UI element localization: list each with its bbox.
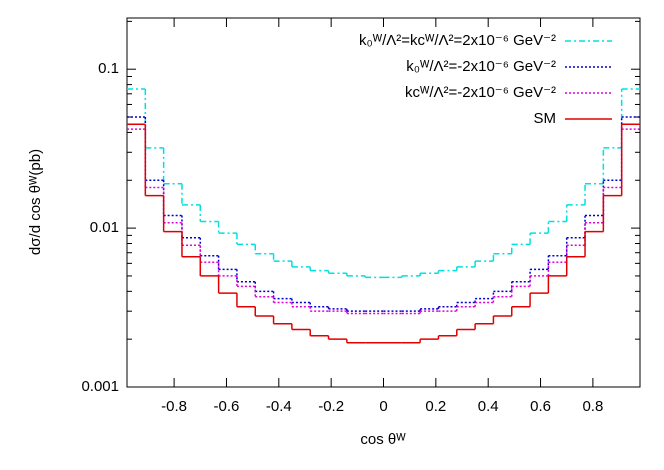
x-tick-label: -0.8 [161,398,187,415]
plot-frame [126,17,641,388]
legend-label: k₀ᵂ/Λ²=-2x10⁻⁶ GeV⁻² [406,58,556,75]
legend-label: kcᵂ/Λ²=-2x10⁻⁶ GeV⁻² [405,84,556,101]
x-tick-label: -0.4 [266,398,292,415]
x-tick-label: 0.2 [425,398,446,415]
legend-label: SM [534,110,557,127]
y-tick-label: 0.01 [90,219,119,236]
x-tick-label: 0.8 [582,398,603,415]
x-tick-label: -0.2 [318,398,344,415]
x-tick-label: 0.4 [478,398,499,415]
y-axis-label: dσ/d cos θᵂ(pb) [27,149,44,255]
legend-label: k₀ᵂ/Λ²=kcᵂ/Λ²=2x10⁻⁶ GeV⁻² [359,32,556,49]
y-tick-label: 0.001 [81,378,119,395]
y-tick-label: 0.1 [98,60,119,77]
x-tick-label: -0.6 [214,398,240,415]
x-axis-label: cos θᵂ [360,431,406,448]
x-tick-label: 0 [379,398,387,415]
x-tick-label: 0.6 [530,398,551,415]
